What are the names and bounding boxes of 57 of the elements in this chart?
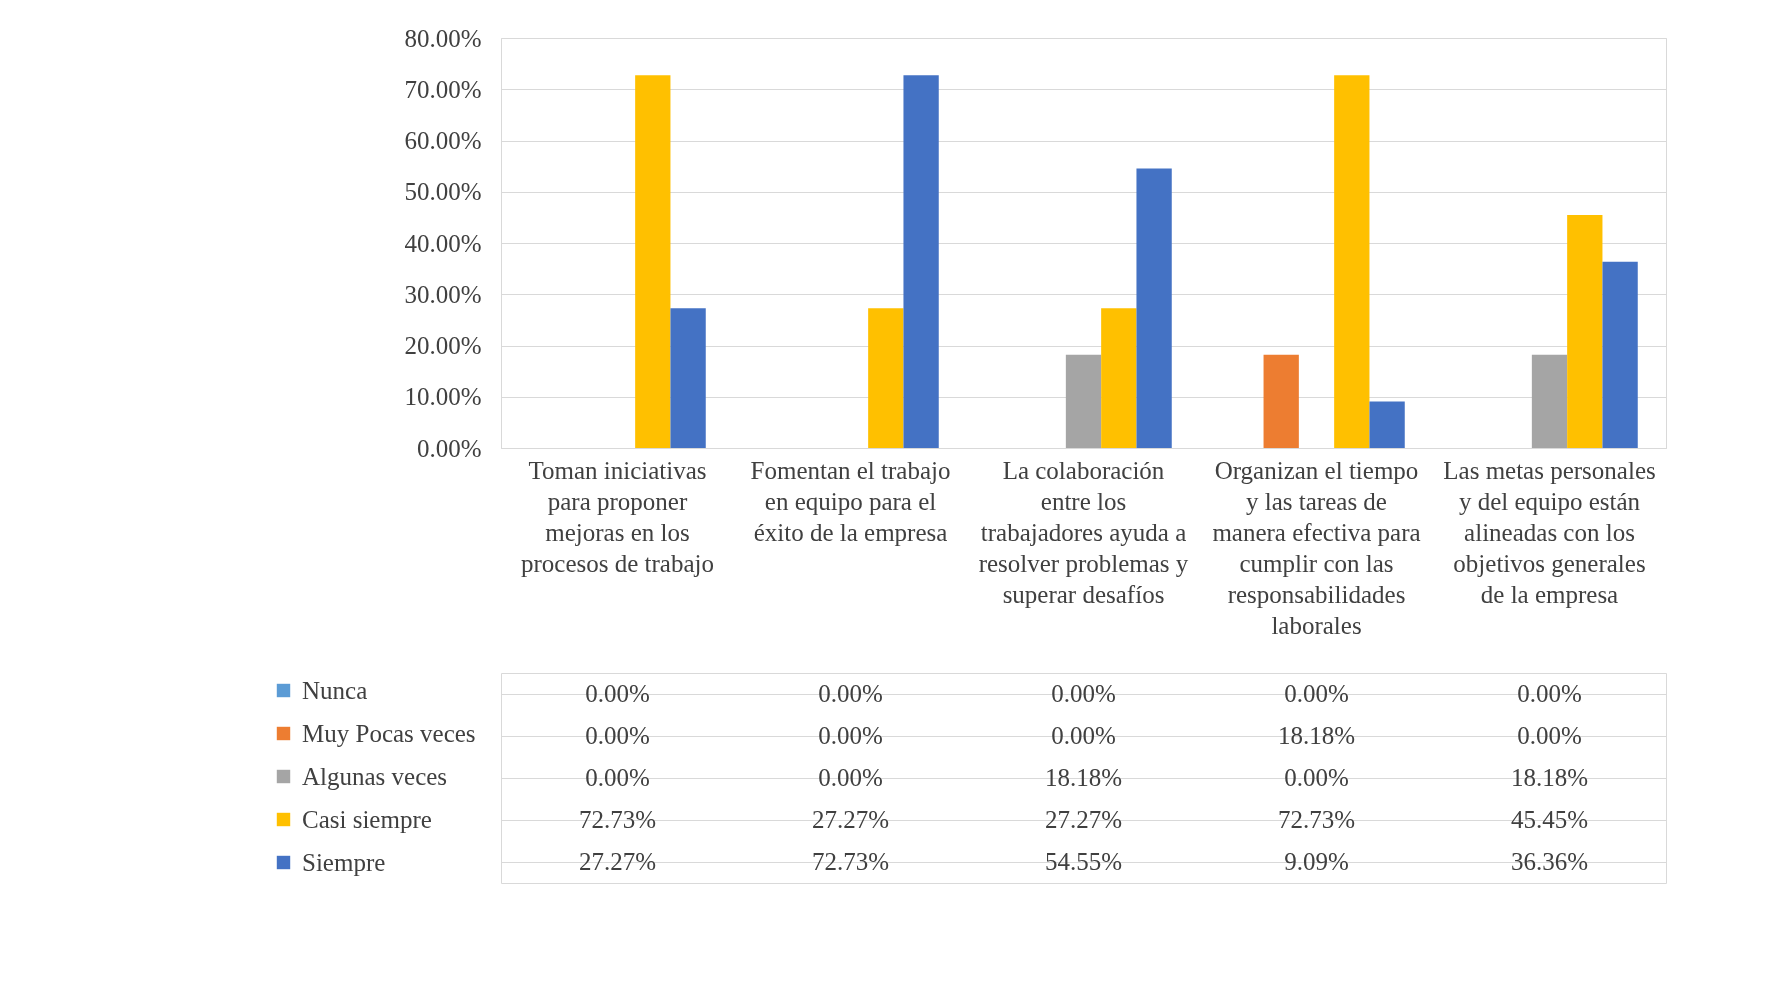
data-label: 0.00% (585, 764, 650, 791)
data-label: 27.27% (811, 806, 890, 833)
bar (868, 308, 904, 448)
bar (1567, 215, 1603, 448)
data-label: 0.00% (1051, 722, 1116, 749)
data-label: 72.73% (1277, 806, 1356, 833)
y-tick-label: 10.00% (404, 383, 482, 411)
data-label: 0.00% (1517, 722, 1582, 749)
bar (1065, 354, 1102, 448)
y-tick-label: 0.00% (416, 434, 482, 462)
data-label: 9.09% (1284, 848, 1349, 875)
y-tick-label: 50.00% (404, 178, 482, 206)
bar (903, 75, 939, 448)
x-tick-label: Las metas personales y del equipo están alineadas con los objetivos generales de la empresa (1443, 456, 1656, 608)
y-tick-label: 60.00% (404, 127, 482, 154)
bar (1101, 308, 1137, 448)
data-label: 36.36% (1510, 848, 1589, 875)
data-label: 27.27% (578, 848, 657, 875)
data-label: 27.27% (1044, 806, 1123, 833)
data-label: 0.00% (585, 680, 650, 707)
data-label: 18.18% (1277, 722, 1356, 749)
data-label: 18.18% (1510, 764, 1589, 791)
legend-label: Casi siempre (302, 805, 432, 833)
bar (1602, 261, 1638, 448)
legend-label: Nunca (302, 676, 368, 704)
data-label: 45.45% (1510, 806, 1589, 833)
data-label: 0.00% (585, 722, 650, 749)
y-tick-label: 40.00% (404, 229, 482, 257)
y-tick-label: 30.00% (404, 280, 482, 308)
y-tick-label: 20.00% (404, 332, 482, 359)
bar (1531, 354, 1568, 448)
bar (1334, 75, 1370, 448)
legend-label: Siempre (302, 848, 386, 876)
y-tick-label: 80.00% (404, 24, 482, 52)
x-tick-label: La colaboración entre los trabajadores ayuda a resolver problemas y superar desafíos (978, 456, 1189, 608)
bar (1136, 168, 1172, 448)
legend-label: Muy Pocas veces (302, 719, 476, 747)
legend-label: Algunas veces (302, 762, 448, 790)
data-label: 0.00% (818, 722, 883, 749)
data-label: 0.00% (818, 764, 883, 791)
data-label: 0.00% (1284, 764, 1349, 791)
x-tick-label: Organizan el tiempo y las tareas de manera efectiva para cumplir con las responsabilidades laborales (1212, 456, 1421, 639)
bar (1263, 354, 1299, 448)
data-label: 54.55% (1044, 848, 1123, 875)
data-label: 0.00% (1051, 680, 1116, 707)
bar (1369, 401, 1405, 448)
x-tick-label: Fomentan el trabajo en equipo para el éxito de la empresa (750, 456, 951, 546)
bar (670, 308, 706, 448)
data-label: 0.00% (1284, 680, 1349, 707)
data-label: 18.18% (1044, 764, 1123, 791)
data-label: 72.73% (578, 806, 657, 833)
data-label: 0.00% (818, 680, 883, 707)
x-tick-label: Toman iniciativas para proponer mejoras en los procesos de trabajo (521, 456, 714, 577)
bar (635, 75, 671, 448)
data-label: 0.00% (1517, 680, 1582, 707)
y-tick-label: 70.00% (404, 75, 482, 103)
data-label: 72.73% (811, 848, 890, 875)
